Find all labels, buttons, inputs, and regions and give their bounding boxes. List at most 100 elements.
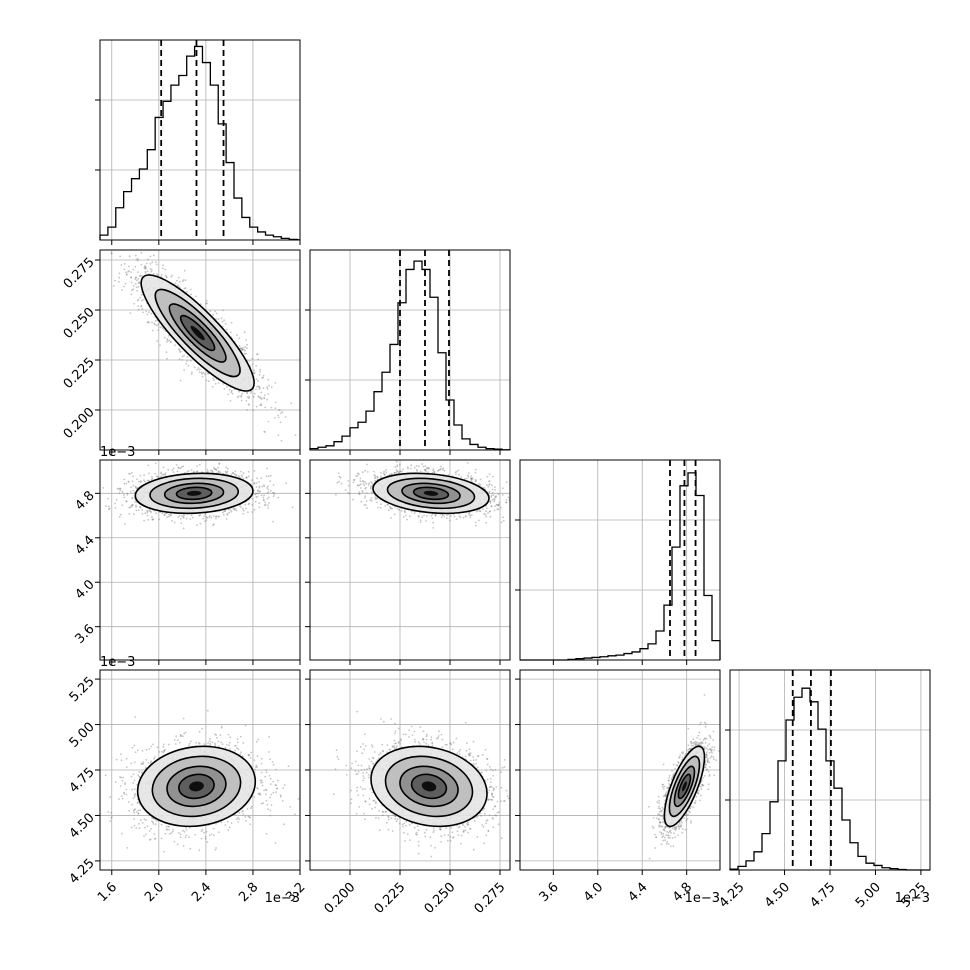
sample-point [267,393,270,395]
sample-point [224,470,227,473]
sample-point [178,280,181,283]
sample-point [164,512,167,515]
sample-point [227,467,229,470]
sample-point [241,348,244,351]
sample-point [123,268,126,271]
sample-point [209,469,212,472]
sample-point [180,522,183,524]
sample-point [177,466,180,469]
sample-point [258,396,260,399]
sample-point [226,513,229,515]
sample-point [223,513,225,516]
sample-point [232,508,235,510]
sample-point [253,482,256,485]
sample-point [204,520,206,523]
sample-point [139,274,142,277]
sample-point [186,356,189,358]
sample-point [281,411,284,413]
sample-point [128,506,131,509]
sample-point [102,486,105,489]
sample-point [231,392,234,395]
sample-point [123,262,126,265]
sample-point [164,274,167,277]
sample-point [151,518,154,521]
sample-point [162,264,165,266]
sample-point [139,505,141,508]
sample-point [183,269,186,272]
sample-point [181,280,184,283]
scatter-panel-0-2: 3.64.04.44.81e−3 [72,445,301,665]
x-tick-label: 5.00 [853,880,884,911]
sample-point [230,321,233,324]
sample-point [139,506,142,509]
sample-point [432,527,435,529]
sample-point [156,273,158,275]
sample-point [248,404,251,406]
sample-point [406,518,408,521]
sample-point [119,247,121,249]
sample-point [253,371,256,374]
sample-point [432,469,434,472]
sample-point [397,470,399,473]
panel-frame [99,249,301,451]
sample-point [204,303,207,305]
sample-point [247,475,250,478]
sample-point [233,507,236,510]
sample-point [148,321,151,324]
sample-point [266,492,268,495]
sample-point [254,500,257,503]
sample-point [246,391,249,394]
sample-point [177,467,180,470]
sample-point [500,506,502,509]
sample-point [225,471,228,474]
sample-point [173,521,176,524]
sample-point [217,466,220,469]
sample-point [424,465,427,467]
panel-content [102,460,294,530]
sample-point [132,268,135,271]
sample-point [255,365,258,367]
sample-point [183,369,186,371]
sample-point [250,390,253,393]
sample-point [215,515,217,518]
sample-point [223,319,226,322]
sample-point [209,310,212,313]
sample-point [165,351,168,354]
sample-point [266,497,269,500]
sample-point [396,507,399,510]
sample-point [139,481,142,483]
sample-point [235,473,237,476]
sample-point [257,358,260,361]
sample-point [208,516,211,519]
sample-point [137,271,139,273]
contour-line [134,472,254,515]
sample-point [245,507,247,510]
sample-point [179,467,182,470]
sample-point [164,473,166,476]
sample-point [291,506,294,509]
sample-point [146,313,149,316]
sample-point [137,308,140,311]
sample-point [294,434,297,436]
sample-point [255,492,258,495]
sample-point [226,470,229,473]
sample-point [134,265,137,268]
sample-point [163,514,166,516]
sample-point [274,382,277,384]
sample-point [260,404,263,407]
sample-point [145,310,148,313]
sample-point [211,469,214,472]
sample-point [230,510,233,513]
sample-point [187,470,190,472]
sample-point [119,488,122,490]
sample-point [162,327,164,330]
sample-point [141,307,144,310]
sample-point [234,470,237,473]
sample-point [201,373,203,375]
sample-point [125,271,127,274]
sample-point [156,475,158,478]
sample-point [210,516,213,519]
sample-point [190,293,192,296]
y-tick-label: 4.0 [72,577,97,602]
sample-point [201,375,204,378]
